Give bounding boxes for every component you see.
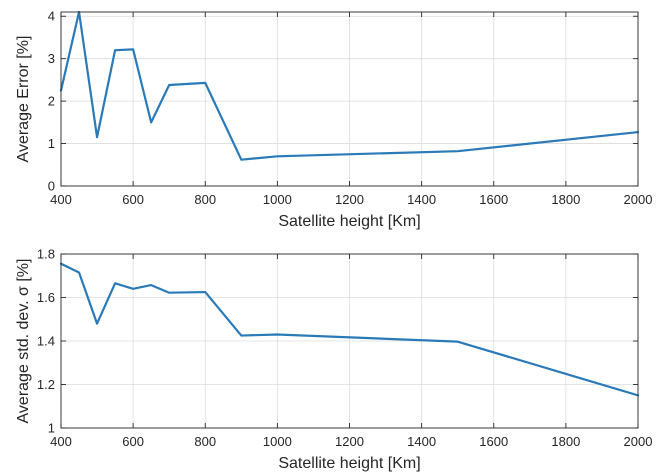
stddev-x-axis-label: Satellite height [Km] (278, 455, 420, 472)
error-y-tick-label: 0 (48, 179, 55, 194)
stddev-y-tick-label: 1 (48, 421, 55, 436)
stddev-y-tick-label: 1.4 (37, 334, 55, 349)
stddev-y-tick-label: 1.8 (37, 247, 55, 262)
error-y-tick-label: 4 (48, 9, 55, 24)
stddev-x-tick-label: 1000 (263, 434, 292, 449)
error-x-tick-label: 1800 (551, 192, 580, 207)
error-x-tick-label: 1400 (407, 192, 436, 207)
stddev-x-tick-label: 400 (50, 434, 72, 449)
stddev-plot: 400 600 800 1000 1200 1400 1600 1800 2000 1 1.2 1.4… (15, 247, 652, 473)
stddev-x-tick-label: 1800 (551, 434, 580, 449)
stddev-y-tick-label: 1.6 (37, 290, 55, 305)
error-x-tick-label: 800 (194, 192, 216, 207)
stddev-x-tick-label: 1200 (335, 434, 364, 449)
stddev-ticks: 400 600 800 1000 1200 1400 1600 1800 2000 1 1.2 1.4… (37, 247, 653, 450)
stddev-x-tick-label: 600 (122, 434, 144, 449)
stddev-y-axis-label: Average std. dev. σ [%] (15, 259, 32, 424)
error-y-tick-label: 3 (48, 51, 55, 66)
error-x-tick-label: 1200 (335, 192, 364, 207)
error-x-tick-label: 1000 (263, 192, 292, 207)
error-x-tick-label: 2000 (624, 192, 653, 207)
stddev-y-tick-label: 1.2 (37, 377, 55, 392)
error-series-line (59, 10, 640, 161)
error-x-tick-label: 400 (50, 192, 72, 207)
error-y-tick-label: 2 (48, 94, 55, 109)
error-ticks: 400 600 800 1000 1200 1400 1600 1800 2000 0 1 2 3 4 (48, 9, 653, 207)
stddev-x-tick-label: 1600 (479, 434, 508, 449)
error-x-tick-label: 1600 (479, 192, 508, 207)
stddev-x-tick-label: 2000 (624, 434, 653, 449)
error-x-tick-label: 600 (122, 192, 144, 207)
error-grid (60, 12, 639, 187)
error-x-axis-label: Satellite height [Km] (278, 213, 420, 230)
error-y-axis-label: Average Error [%] (15, 36, 32, 163)
stddev-series-line (59, 262, 640, 397)
stddev-grid (60, 253, 639, 429)
stddev-x-tick-label: 1400 (407, 434, 436, 449)
error-plot: 400 600 800 1000 1200 1400 1600 1800 2000 0 1 2 3 4 S… (15, 9, 652, 230)
error-y-tick-label: 1 (48, 136, 55, 151)
stddev-x-tick-label: 800 (194, 434, 216, 449)
